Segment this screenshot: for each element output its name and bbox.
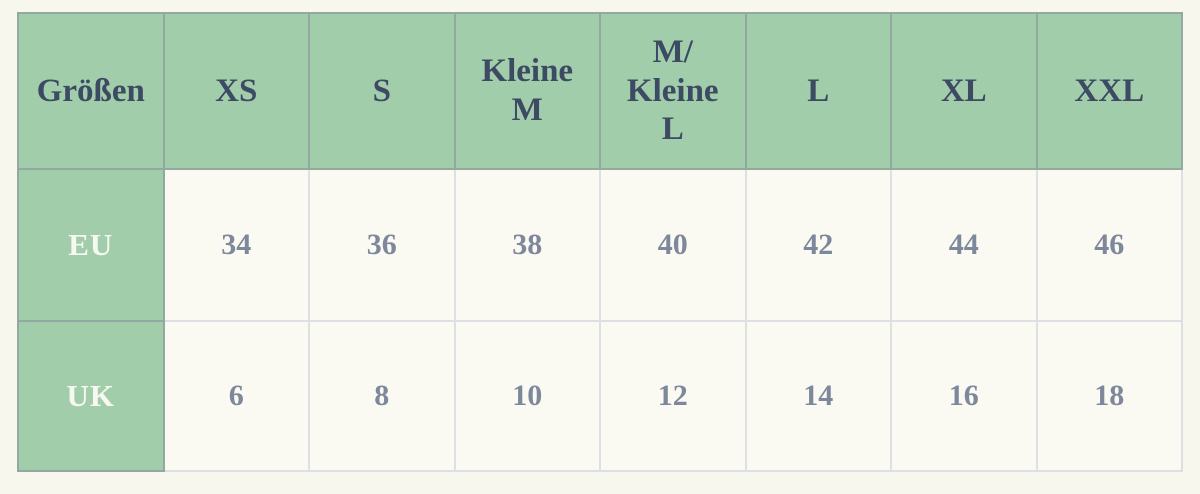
- size-value-cell: 46: [1035, 168, 1183, 322]
- column-header-groessen: Größen: [17, 12, 165, 170]
- size-value-cell: 18: [1035, 320, 1183, 472]
- size-value-cell: 40: [599, 168, 747, 322]
- header-row: Größen XS S Kleine M M/ Kleine L L XL XX…: [17, 12, 1183, 170]
- column-header-xs: XS: [162, 12, 310, 170]
- column-header-kleine-m: Kleine M: [453, 12, 601, 170]
- size-value-cell: 14: [744, 320, 892, 472]
- size-value-cell: 36: [308, 168, 456, 322]
- size-value-cell: 8: [308, 320, 456, 472]
- size-value-cell: 12: [599, 320, 747, 472]
- column-header-xxl: XXL: [1035, 12, 1183, 170]
- size-value-cell: 16: [890, 320, 1038, 472]
- row-label-eu: EU: [17, 168, 165, 322]
- table-row-eu: EU 34 36 38 40 42 44 46: [17, 168, 1183, 322]
- column-header-m-kleine-l: M/ Kleine L: [599, 12, 747, 170]
- column-header-s: S: [308, 12, 456, 170]
- column-header-xl: XL: [890, 12, 1038, 170]
- size-value-cell: 42: [744, 168, 892, 322]
- size-value-cell: 38: [453, 168, 601, 322]
- column-header-l: L: [744, 12, 892, 170]
- row-label-uk: UK: [17, 320, 165, 472]
- size-value-cell: 6: [162, 320, 310, 472]
- size-value-cell: 10: [453, 320, 601, 472]
- size-value-cell: 44: [890, 168, 1038, 322]
- size-value-cell: 34: [162, 168, 310, 322]
- table-row-uk: UK 6 8 10 12 14 16 18: [17, 320, 1183, 472]
- size-chart-table: Größen XS S Kleine M M/ Kleine L L XL XX…: [17, 12, 1183, 472]
